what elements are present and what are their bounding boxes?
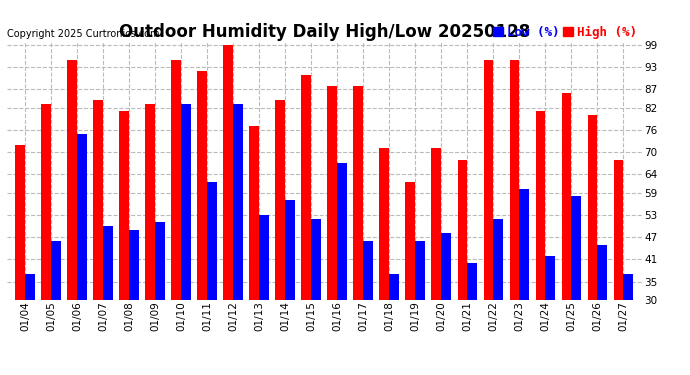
Bar (224, 45, 233, 375)
Bar (249, 126, 259, 375)
Bar (155, 222, 165, 375)
Bar (93, 100, 104, 375)
Bar (311, 219, 321, 375)
Bar (197, 71, 207, 375)
Bar (520, 189, 529, 375)
Bar (302, 75, 311, 375)
Bar (25, 274, 35, 375)
Bar (77, 134, 87, 375)
Bar (406, 182, 415, 375)
Bar (259, 215, 269, 375)
Bar (509, 60, 520, 375)
Bar (119, 111, 129, 375)
Bar (431, 148, 442, 375)
Title: Outdoor Humidity Daily High/Low 20250128: Outdoor Humidity Daily High/Low 20250128 (119, 23, 530, 41)
Bar (285, 200, 295, 375)
Bar (493, 219, 503, 375)
Bar (233, 104, 243, 375)
Bar (337, 163, 347, 375)
Bar (535, 111, 545, 375)
Bar (15, 145, 25, 375)
Bar (129, 230, 139, 375)
Legend: Low (%), High (%): Low (%), High (%) (488, 21, 642, 44)
Bar (442, 234, 451, 375)
Bar (146, 104, 155, 375)
Bar (598, 244, 607, 375)
Text: Copyright 2025 Curtronics.com: Copyright 2025 Curtronics.com (7, 28, 159, 39)
Bar (328, 86, 337, 375)
Bar (275, 100, 285, 375)
Bar (380, 148, 389, 375)
Bar (389, 274, 400, 375)
Bar (207, 182, 217, 375)
Bar (181, 104, 191, 375)
Bar (484, 60, 493, 375)
Bar (613, 159, 624, 375)
Bar (171, 60, 181, 375)
Bar (67, 60, 77, 375)
Bar (467, 263, 477, 375)
Bar (457, 159, 467, 375)
Bar (41, 104, 51, 375)
Bar (104, 226, 113, 375)
Bar (562, 93, 571, 375)
Bar (624, 274, 633, 375)
Bar (571, 196, 582, 375)
Bar (415, 241, 425, 375)
Bar (364, 241, 373, 375)
Bar (353, 86, 364, 375)
Bar (51, 241, 61, 375)
Bar (588, 115, 598, 375)
Bar (545, 256, 555, 375)
